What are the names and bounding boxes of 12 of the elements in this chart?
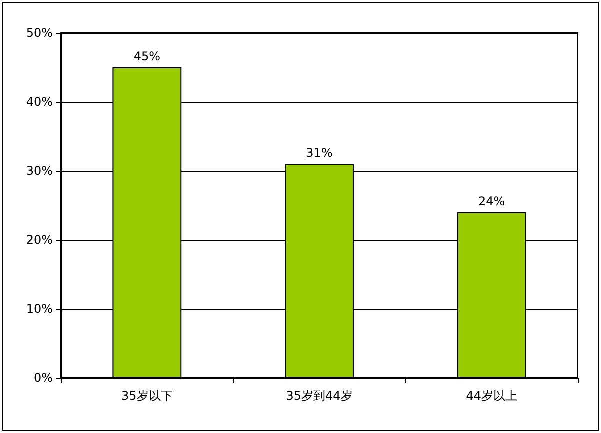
y-tick-label: 30%	[26, 164, 53, 178]
y-tick-label: 50%	[26, 26, 53, 40]
y-tick-label: 0%	[34, 371, 53, 385]
x-tick-label: 35岁以下	[122, 389, 173, 403]
y-tick-label: 10%	[26, 302, 53, 316]
y-tick-label: 40%	[26, 95, 53, 109]
y-tick-label: 20%	[26, 233, 53, 247]
x-tick-label: 35岁到44岁	[286, 389, 353, 403]
data-label: 31%	[306, 146, 333, 160]
data-label: 24%	[478, 194, 506, 208]
data-label: 45%	[134, 50, 161, 64]
x-tick-label: 44岁以上	[466, 389, 518, 403]
